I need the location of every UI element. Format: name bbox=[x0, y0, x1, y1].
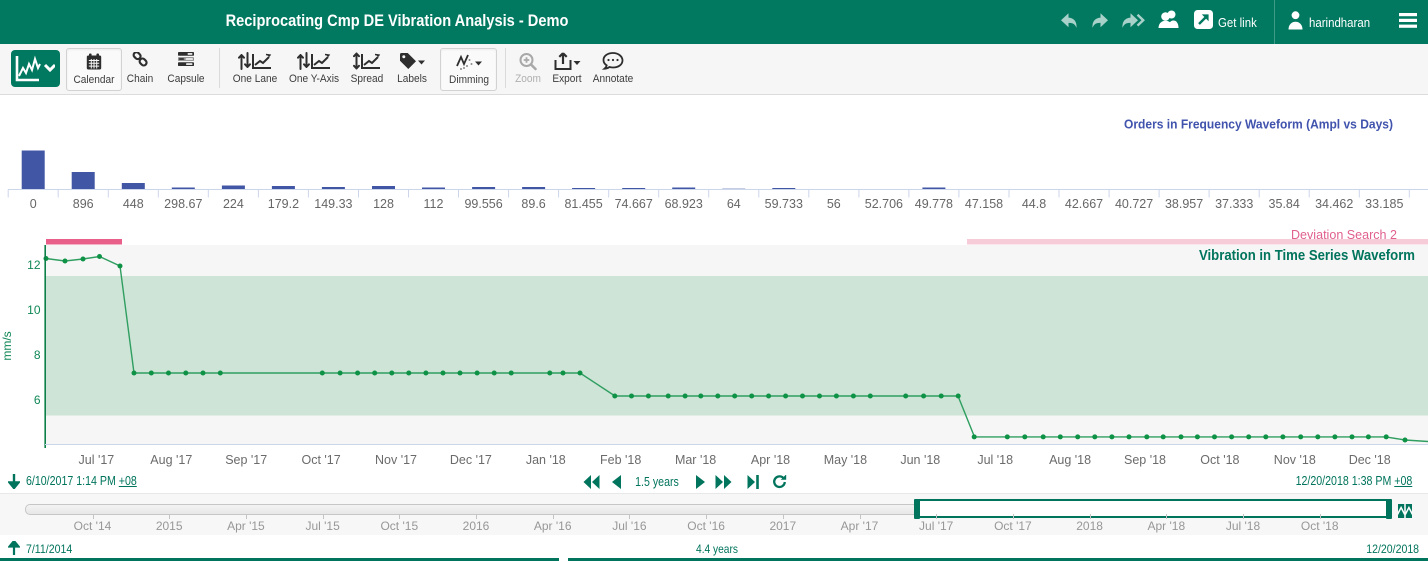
svg-text:0: 0 bbox=[30, 197, 37, 211]
svg-text:99.556: 99.556 bbox=[464, 197, 502, 211]
svg-text:128: 128 bbox=[373, 197, 394, 211]
svg-text:64: 64 bbox=[727, 197, 741, 211]
svg-text:40.727: 40.727 bbox=[1115, 197, 1153, 211]
svg-text:Sep '18: Sep '18 bbox=[1124, 453, 1166, 467]
svg-text:Oct '18: Oct '18 bbox=[1200, 453, 1239, 467]
svg-text:52.706: 52.706 bbox=[865, 197, 903, 211]
svg-text:49.778: 49.778 bbox=[915, 197, 953, 211]
svg-text:8: 8 bbox=[34, 348, 41, 362]
svg-text:38.957: 38.957 bbox=[1165, 197, 1203, 211]
svg-text:Orders in Frequency Waveform (: Orders in Frequency Waveform (Ampl vs Da… bbox=[1124, 117, 1393, 132]
svg-text:Vibration in Time Series Wavef: Vibration in Time Series Waveform bbox=[1199, 247, 1415, 264]
svg-text:42.667: 42.667 bbox=[1065, 197, 1103, 211]
svg-text:Aug '18: Aug '18 bbox=[1049, 453, 1091, 467]
svg-text:Dec '18: Dec '18 bbox=[1349, 453, 1391, 467]
svg-text:12: 12 bbox=[27, 258, 41, 272]
svg-text:Jul '17: Jul '17 bbox=[79, 453, 115, 467]
svg-text:Deviation Search 2: Deviation Search 2 bbox=[1291, 228, 1397, 242]
svg-text:Jan '18: Jan '18 bbox=[526, 453, 566, 467]
svg-text:37.333: 37.333 bbox=[1215, 197, 1253, 211]
svg-text:Aug '17: Aug '17 bbox=[150, 453, 192, 467]
svg-text:10: 10 bbox=[27, 303, 41, 317]
svg-text:Mar '18: Mar '18 bbox=[675, 453, 716, 467]
svg-text:Apr '18: Apr '18 bbox=[751, 453, 790, 467]
svg-text:74.667: 74.667 bbox=[615, 197, 653, 211]
svg-text:Jun '18: Jun '18 bbox=[900, 453, 940, 467]
svg-text:81.455: 81.455 bbox=[564, 197, 602, 211]
svg-text:Feb '18: Feb '18 bbox=[600, 453, 641, 467]
svg-text:47.158: 47.158 bbox=[965, 197, 1003, 211]
svg-text:Nov '18: Nov '18 bbox=[1274, 453, 1316, 467]
svg-text:34.462: 34.462 bbox=[1315, 197, 1353, 211]
svg-text:298.67: 298.67 bbox=[164, 197, 202, 211]
svg-text:Sep '17: Sep '17 bbox=[225, 453, 267, 467]
svg-text:mm/s: mm/s bbox=[0, 331, 14, 360]
svg-text:35.84: 35.84 bbox=[1269, 197, 1300, 211]
svg-text:May '18: May '18 bbox=[824, 453, 867, 467]
svg-text:448: 448 bbox=[123, 197, 144, 211]
svg-text:149.33: 149.33 bbox=[314, 197, 352, 211]
svg-text:Jul '18: Jul '18 bbox=[977, 453, 1013, 467]
svg-text:89.6: 89.6 bbox=[521, 197, 545, 211]
svg-text:68.923: 68.923 bbox=[665, 197, 703, 211]
svg-text:224: 224 bbox=[223, 197, 244, 211]
svg-text:179.2: 179.2 bbox=[268, 197, 299, 211]
svg-text:112: 112 bbox=[424, 197, 444, 211]
svg-text:896: 896 bbox=[73, 197, 94, 211]
svg-text:59.733: 59.733 bbox=[765, 197, 803, 211]
svg-text:44.8: 44.8 bbox=[1022, 197, 1046, 211]
svg-text:Dec '17: Dec '17 bbox=[450, 453, 492, 467]
svg-text:33.185: 33.185 bbox=[1365, 197, 1403, 211]
svg-text:Nov '17: Nov '17 bbox=[375, 453, 417, 467]
svg-text:56: 56 bbox=[827, 197, 841, 211]
svg-text:Oct '17: Oct '17 bbox=[301, 453, 340, 467]
svg-text:6: 6 bbox=[34, 393, 41, 407]
